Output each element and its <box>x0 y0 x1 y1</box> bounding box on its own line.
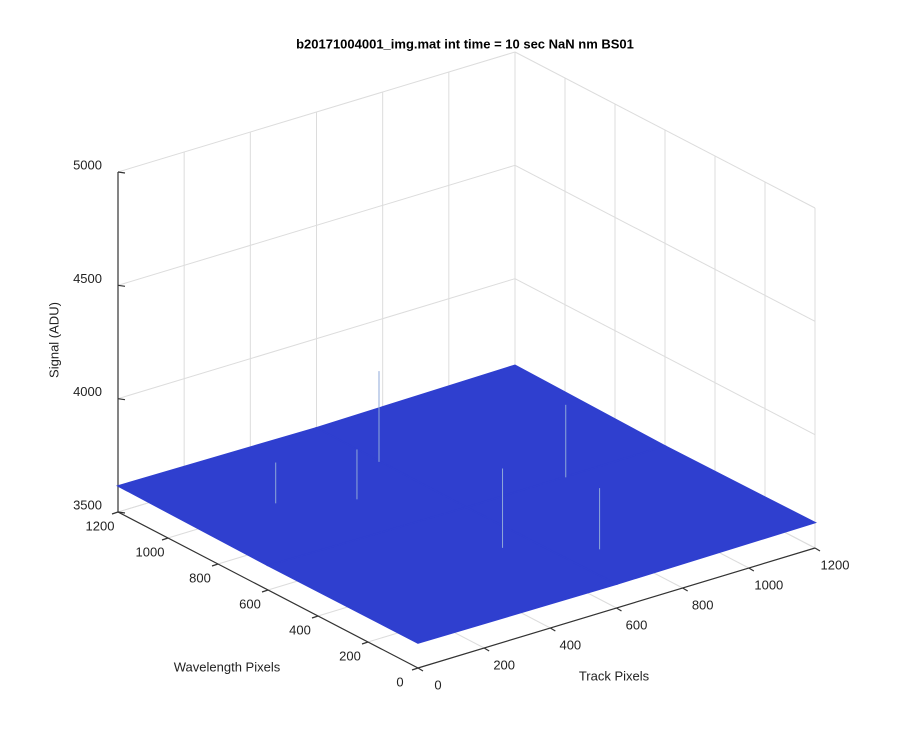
y-tick <box>161 537 169 541</box>
grid-line <box>514 278 816 436</box>
y-tick-label: 1200 <box>86 518 115 533</box>
grid-line <box>514 164 816 322</box>
z-tick <box>117 398 126 401</box>
z-tick-label: 5000 <box>73 157 102 172</box>
y-tick-label: 200 <box>339 648 361 663</box>
y-tick-label: 400 <box>289 622 311 637</box>
x-tick-label: 600 <box>626 617 648 632</box>
grid-line <box>117 164 516 286</box>
grid-line <box>117 51 516 173</box>
y-tick <box>411 667 419 671</box>
y-axis-label: Wavelength Pixels <box>174 659 281 674</box>
grid-line <box>117 278 516 400</box>
y-tick-label: 1000 <box>136 544 165 559</box>
x-tick <box>748 567 755 572</box>
x-axis-label: Track Pixels <box>579 668 650 683</box>
y-tick-label: 600 <box>239 596 261 611</box>
z-axis-label: Signal (ADU) <box>46 302 61 378</box>
z-tick <box>117 171 126 174</box>
x-tick-label: 400 <box>559 637 581 652</box>
x-tick <box>550 627 556 632</box>
grid-line <box>514 51 816 209</box>
y-tick <box>211 563 219 567</box>
y-tick <box>261 589 269 593</box>
x-tick-label: 1200 <box>821 557 850 572</box>
z-tick <box>117 284 126 287</box>
y-tick <box>311 615 319 619</box>
y-tick <box>111 511 119 515</box>
x-tick <box>417 667 424 672</box>
x-tick-label: 1000 <box>754 577 783 592</box>
z-tick <box>117 511 126 514</box>
x-tick-label: 200 <box>493 657 515 672</box>
z-tick-label: 4500 <box>73 271 102 286</box>
y-tick-label: 0 <box>396 674 403 689</box>
z-tick-label: 3500 <box>73 497 102 512</box>
x-tick <box>616 607 622 612</box>
surface-patch <box>265 506 619 644</box>
x-tick <box>814 547 821 552</box>
y-tick <box>361 641 369 645</box>
x-tick <box>682 587 688 592</box>
x-tick-label: 0 <box>434 677 441 692</box>
z-tick-label: 4000 <box>73 384 102 399</box>
y-tick-label: 800 <box>189 570 211 585</box>
x-tick <box>483 647 490 652</box>
chart-title: b20171004001_img.mat int time = 10 sec N… <box>296 36 634 51</box>
x-tick-label: 800 <box>692 597 714 612</box>
